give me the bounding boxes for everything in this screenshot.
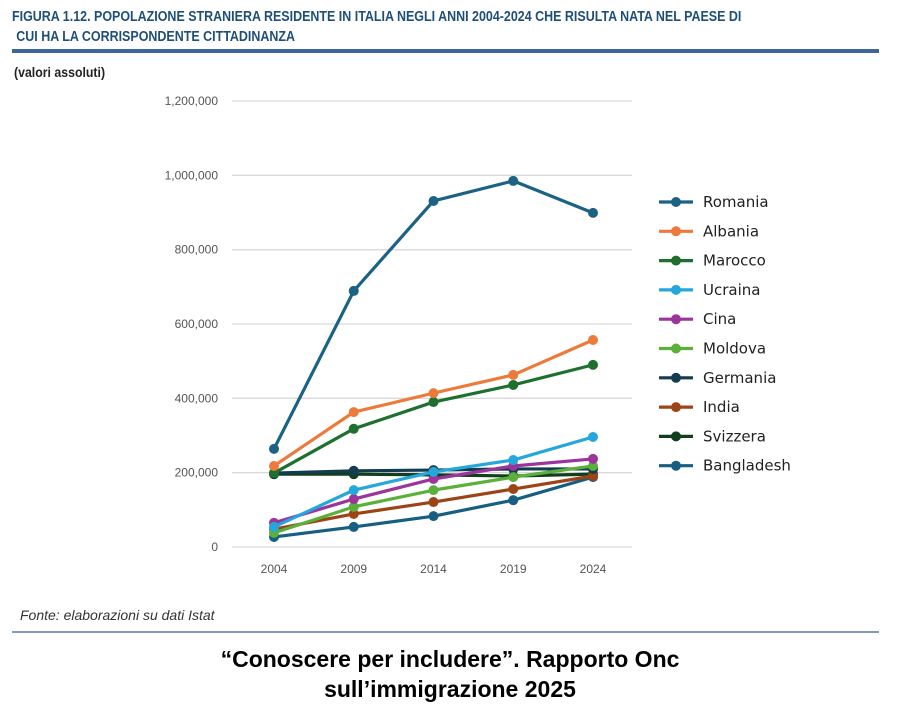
data-point-moldova xyxy=(428,485,439,496)
legend-label-albania: Albania xyxy=(703,222,759,240)
y-tick-label: 1,200,000 xyxy=(165,94,219,108)
data-point-romania xyxy=(588,207,598,218)
series-line-marocco xyxy=(273,363,594,475)
legend-marker-ucraina xyxy=(671,284,681,295)
series-line-romania xyxy=(272,179,594,450)
y-tick-label: 400,000 xyxy=(175,391,219,405)
legend-label-ucraina: Ucraina xyxy=(703,281,760,299)
legend-label-svizzera: Svizzera xyxy=(703,427,766,445)
data-point-bangladesh xyxy=(428,511,439,522)
y-tick-label: 1,000,000 xyxy=(165,168,219,182)
legend-marker-albania xyxy=(671,226,681,237)
title-rule xyxy=(12,49,879,53)
x-tick-label: 2024 xyxy=(580,562,607,576)
data-point-cina xyxy=(348,494,359,505)
figure-title: FIGURA 1.12. POPOLAZIONE STRANIERA RESID… xyxy=(12,7,889,47)
data-point-albania xyxy=(428,388,439,399)
x-tick-label: 2014 xyxy=(420,562,447,576)
data-point-cina xyxy=(588,453,598,464)
data-point-india xyxy=(508,484,519,495)
data-point-albania xyxy=(348,407,359,418)
legend-label-india: India xyxy=(703,398,740,416)
data-point-marocco xyxy=(348,423,359,434)
legend-label-bangladesh: Bangladesh xyxy=(703,457,791,475)
data-point-marocco xyxy=(269,468,279,479)
data-point-ucraina xyxy=(508,455,519,466)
data-point-romania xyxy=(508,175,519,186)
legend-marker-svizzera xyxy=(671,431,681,442)
data-point-moldova xyxy=(588,460,598,471)
legend-marker-romania xyxy=(671,197,681,207)
data-point-germania xyxy=(348,465,359,476)
legend-label-cina: Cina xyxy=(703,310,736,328)
data-point-ucraina xyxy=(269,521,279,532)
x-tick-label: 2004 xyxy=(261,562,288,576)
data-point-marocco xyxy=(508,379,519,390)
legend-marker-marocco xyxy=(671,255,681,266)
title-line-1: FIGURA 1.12. POPOLAZIONE STRANIERA RESID… xyxy=(12,9,742,25)
data-point-india xyxy=(428,497,439,508)
data-point-ucraina xyxy=(588,431,598,442)
x-tick-label: 2009 xyxy=(340,562,367,576)
source-note: Fonte: elaborazioni su dati Istat xyxy=(20,607,215,623)
data-point-cina xyxy=(428,473,439,484)
title-line-2: CUI HA LA CORRISPONDENTE CITTADINANZA xyxy=(16,29,296,45)
data-point-moldova xyxy=(508,472,519,483)
data-point-marocco xyxy=(428,397,439,408)
caption-line-2: sull’immigrazione 2025 xyxy=(324,676,576,702)
data-point-india xyxy=(348,508,359,519)
data-point-romania xyxy=(269,443,279,454)
legend-label-marocco: Marocco xyxy=(703,252,766,270)
legend-marker-moldova xyxy=(671,343,681,354)
caption-line-1: “Conoscere per includere”. Rapporto Onc xyxy=(220,646,680,672)
legend-label-moldova: Moldova xyxy=(703,340,766,358)
y-tick-label: 800,000 xyxy=(175,243,219,257)
data-point-bangladesh xyxy=(508,495,519,506)
legend-label-romania: Romania xyxy=(703,193,769,211)
data-point-bangladesh xyxy=(348,521,359,532)
y-tick-label: 600,000 xyxy=(175,317,219,331)
data-point-marocco xyxy=(588,359,598,370)
legend-marker-cina xyxy=(671,314,681,325)
legend-marker-india xyxy=(671,402,681,413)
y-tick-label: 200,000 xyxy=(175,466,219,480)
x-tick-label: 2019 xyxy=(500,562,527,576)
data-point-india xyxy=(588,471,598,482)
data-point-albania xyxy=(588,334,598,345)
y-tick-label: 0 xyxy=(211,540,218,554)
data-point-romania xyxy=(428,195,439,206)
footer-rule xyxy=(12,631,879,633)
data-point-moldova xyxy=(348,501,359,512)
legend-label-germania: Germania xyxy=(703,369,776,387)
data-point-ucraina xyxy=(348,485,359,496)
data-point-albania xyxy=(269,460,279,471)
legend-marker-bangladesh xyxy=(671,460,681,471)
legend-marker-germania xyxy=(671,372,681,383)
y-axis-unit-label: (valori assoluti) xyxy=(14,64,106,80)
data-point-albania xyxy=(508,369,519,380)
data-point-ucraina xyxy=(428,466,439,477)
data-point-romania xyxy=(348,285,359,296)
